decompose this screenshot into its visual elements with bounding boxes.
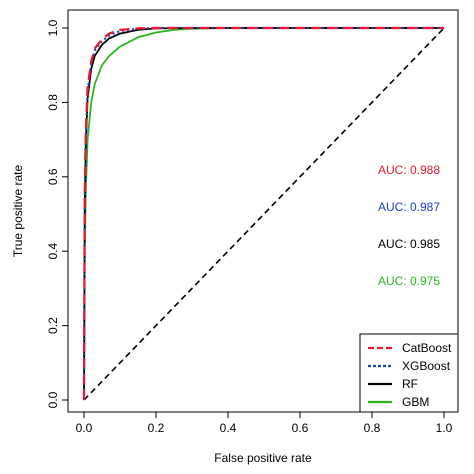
y-tick-label: 0.4 [46,243,60,260]
axis-ticks: 0.0 0.2 0.4 0.6 0.8 1.0 0.0 0.2 0.4 0.6 0.8 1.0 [46,19,452,435]
legend-label-catboost: CatBoost [402,341,452,355]
y-tick-label: 0.0 [46,391,60,408]
auc-annotations: AUC: 0.988 AUC: 0.987 AUC: 0.985 AUC: 0.975 [378,163,440,288]
legend-label-rf: RF [402,377,418,391]
auc-label-catboost: AUC: 0.988 [378,163,440,177]
x-tick-label: 0.4 [220,421,237,435]
x-tick-label: 0.6 [292,421,309,435]
legend: CatBoost XGBoost RF GBM [359,333,459,413]
x-tick-label: 0.0 [76,421,93,435]
legend-box [359,333,459,413]
diagonal-reference-line [83,27,445,401]
auc-label-gbm: AUC: 0.975 [378,274,440,288]
y-tick-label: 0.8 [46,94,60,111]
plot-border [67,9,459,413]
roc-curve-catboost [82,26,444,401]
y-axis-title: True positive rate [11,165,25,258]
x-tick-label: 1.0 [436,421,453,435]
y-tick-label: 1.0 [46,19,60,36]
roc-curves [82,26,444,401]
x-tick-label: 0.2 [148,421,165,435]
y-tick-label: 0.6 [46,168,60,185]
roc-curve-gbm [83,27,444,401]
y-tick-label: 0.2 [46,317,60,334]
legend-label-gbm: GBM [402,395,429,409]
auc-label-rf: AUC: 0.985 [378,237,440,251]
plot-frame [67,9,459,413]
diagonal-reference [83,27,445,401]
auc-label-xgboost: AUC: 0.987 [378,200,440,214]
legend-label-xgboost: XGBoost [402,359,451,373]
x-axis-title: False positive rate [214,451,312,465]
x-tick-label: 0.8 [364,421,381,435]
